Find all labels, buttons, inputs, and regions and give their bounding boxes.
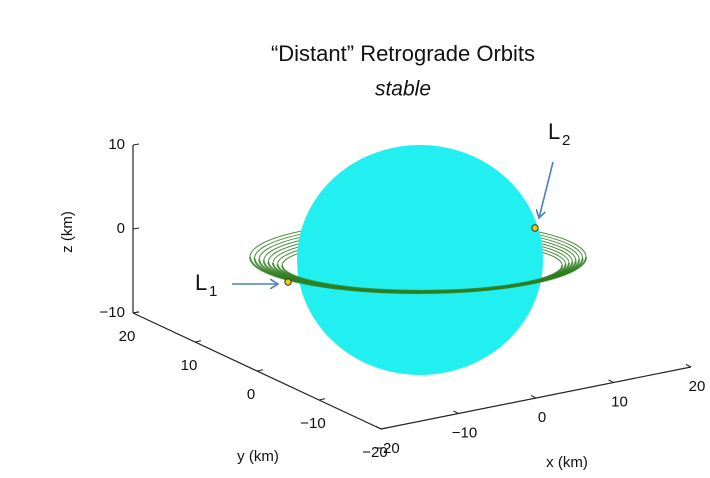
z-tick-label: 10 — [108, 136, 125, 153]
annotation-subscript: 1 — [209, 283, 217, 300]
annotation-label: L — [195, 270, 207, 295]
z-tick — [133, 144, 139, 145]
annotation-arrow — [539, 162, 553, 218]
y-tick — [381, 428, 387, 429]
chart-title: “Distant” Retrograde Orbits — [271, 41, 535, 66]
lagrange-point — [285, 279, 291, 285]
x-tick-label: 0 — [538, 409, 546, 426]
x-tick — [609, 380, 614, 383]
z-tick-label: 0 — [117, 220, 125, 237]
x-axis-label: x (km) — [546, 454, 588, 471]
z-tick — [133, 228, 139, 229]
y-tick — [195, 341, 201, 342]
x-tick — [686, 365, 691, 368]
x-tick — [454, 411, 459, 414]
annotation-label: L — [548, 119, 560, 144]
annotation-subscript: 2 — [562, 132, 570, 149]
y-tick-label: 20 — [119, 328, 136, 345]
sphere — [297, 145, 543, 375]
x-tick — [376, 427, 381, 430]
x-tick-label: 20 — [689, 378, 706, 395]
y-tick-label: 10 — [181, 357, 198, 374]
y-axis-label: y (km) — [237, 448, 279, 465]
y-tick-label: 0 — [247, 386, 255, 403]
y-tick — [257, 370, 263, 371]
lagrange-point — [532, 225, 538, 231]
y-tick — [133, 312, 139, 313]
x-tick — [531, 396, 536, 399]
x-tick-label: −20 — [374, 440, 399, 457]
chart-subtitle: stable — [375, 78, 431, 101]
z-tick-label: −10 — [100, 304, 125, 321]
x-tick-label: −10 — [452, 424, 477, 441]
y-tick — [319, 399, 325, 400]
x-tick-label: 10 — [611, 393, 628, 410]
chart: “Distant” Retrograde Orbits stable y (km… — [0, 0, 710, 478]
z-axis-label: z (km) — [59, 211, 76, 253]
y-tick-label: −10 — [300, 415, 325, 432]
